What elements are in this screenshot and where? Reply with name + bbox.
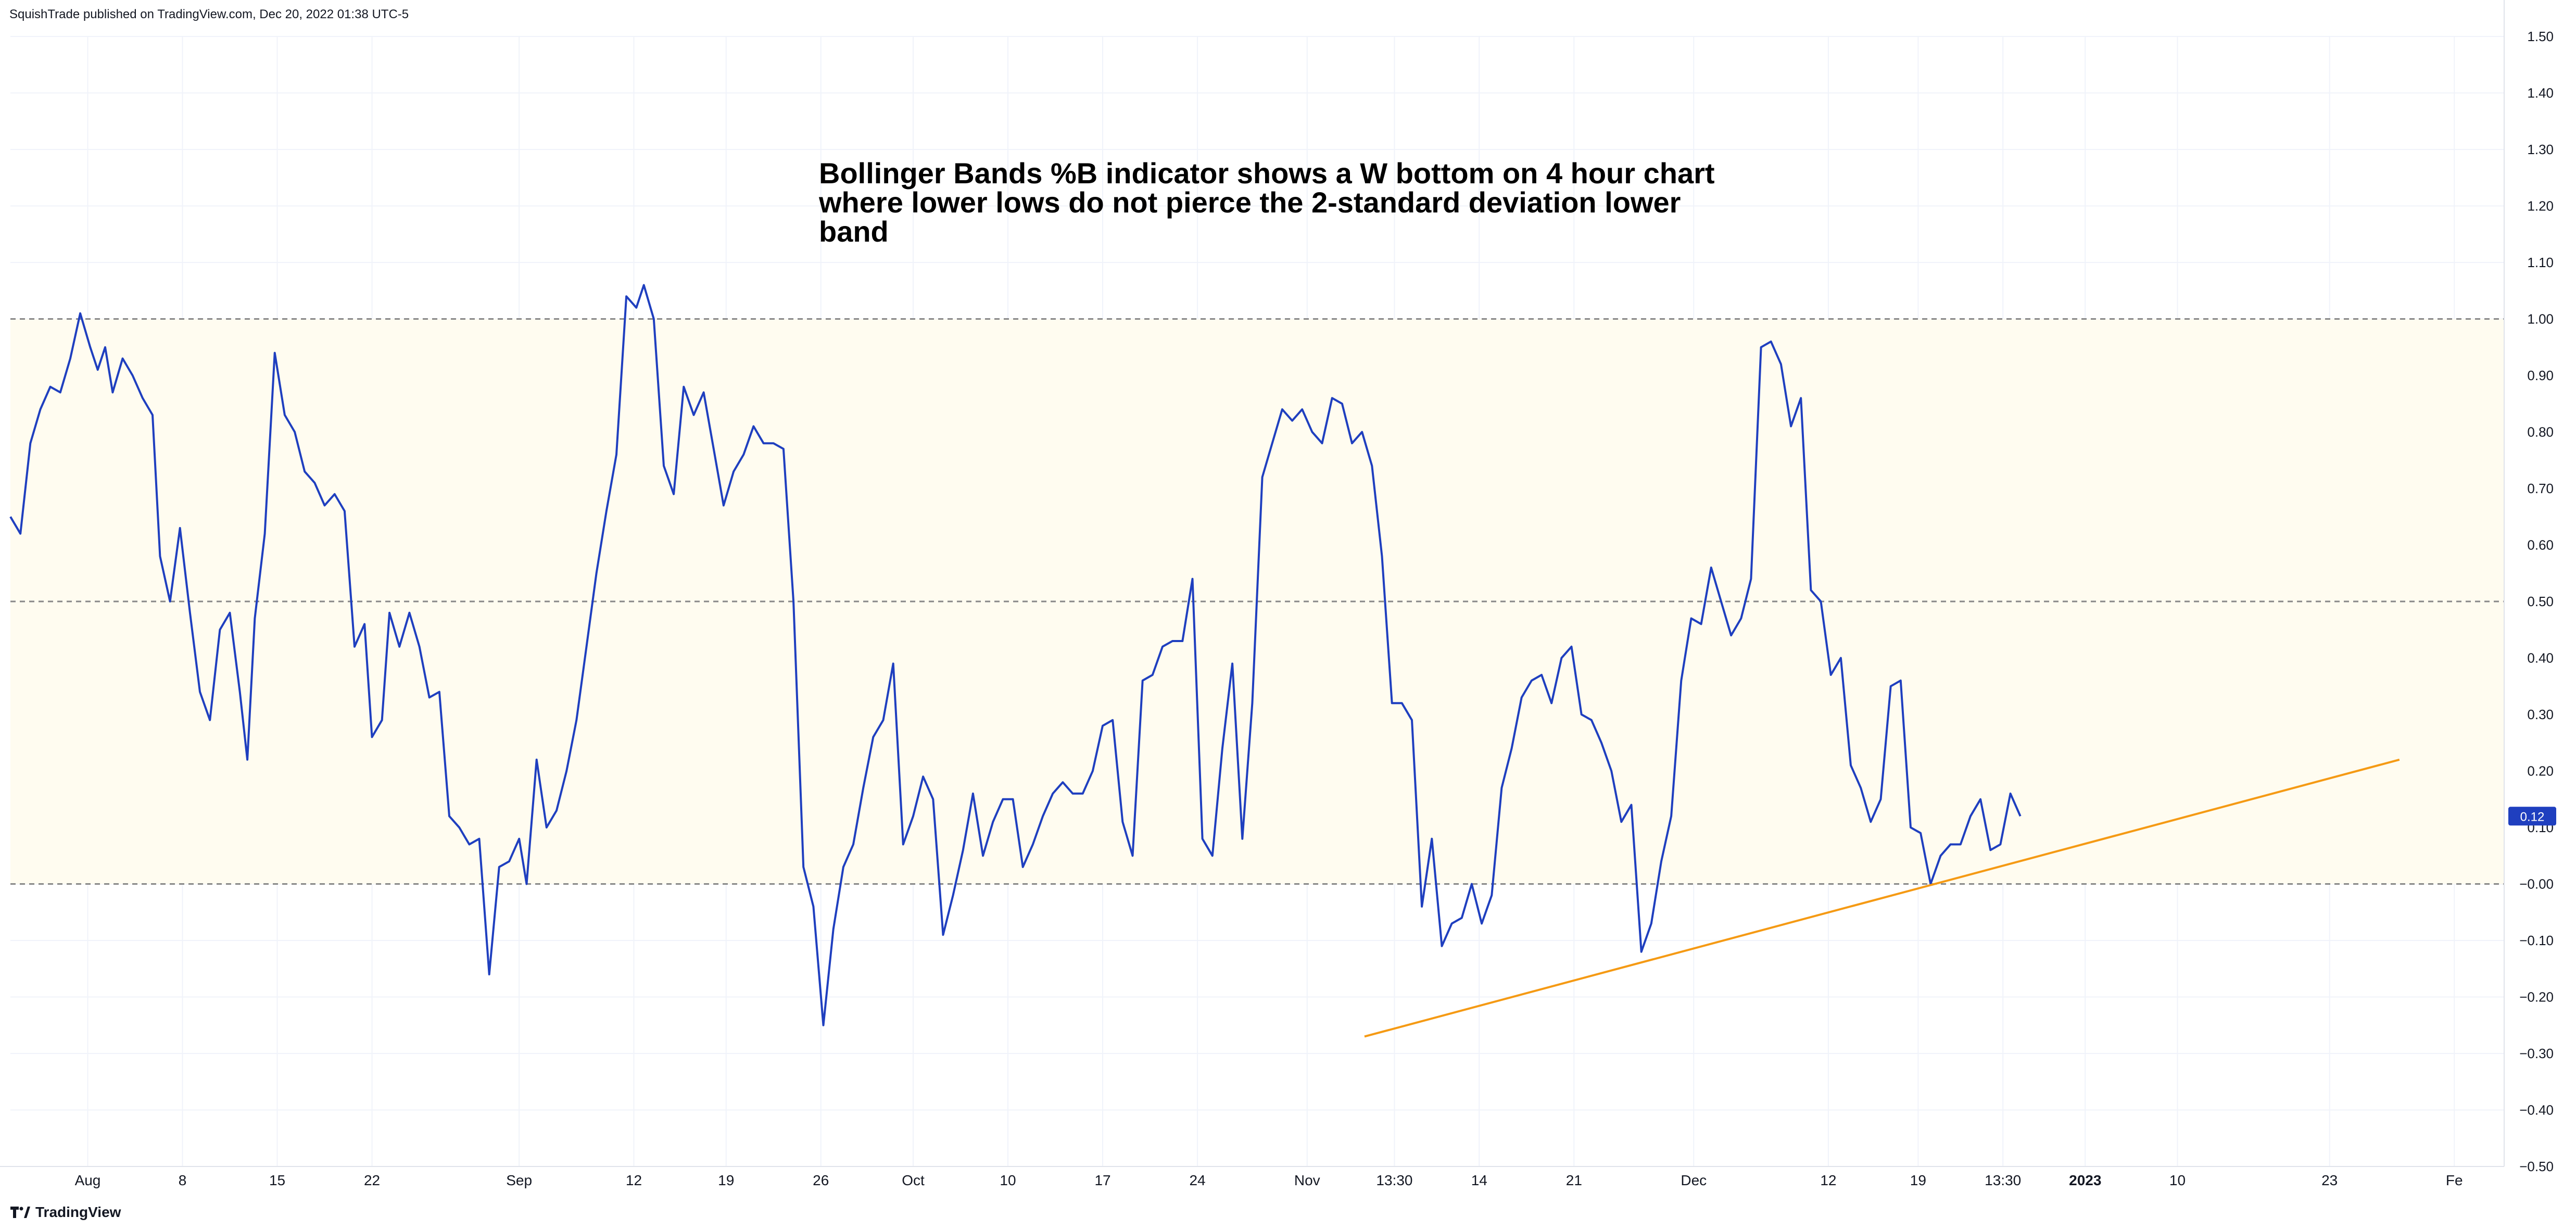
x-tick-label: 14 bbox=[1471, 1172, 1487, 1188]
y-tick-label: 0.80 bbox=[2527, 424, 2554, 440]
y-tick-label: −0.10 bbox=[2519, 933, 2554, 948]
y-tick-label: −0.20 bbox=[2519, 989, 2554, 1005]
footer-logo-text: TradingView bbox=[35, 1204, 121, 1220]
x-tick-label: 2023 bbox=[2069, 1172, 2101, 1188]
x-tick-label: 19 bbox=[1910, 1172, 1926, 1188]
last-value-badge-bg bbox=[2508, 807, 2556, 826]
y-tick-label: 1.10 bbox=[2527, 255, 2554, 270]
y-tick-label: 1.50 bbox=[2527, 29, 2554, 44]
x-tick-label: 19 bbox=[718, 1172, 734, 1188]
y-tick-label: 0.70 bbox=[2527, 481, 2554, 496]
x-tick-label: 10 bbox=[2169, 1172, 2186, 1188]
y-tick-label: 1.20 bbox=[2527, 198, 2554, 214]
x-tick-label: Nov bbox=[1294, 1172, 1320, 1188]
y-tick-label: 1.40 bbox=[2527, 85, 2554, 101]
x-tick-label: 21 bbox=[1566, 1172, 1582, 1188]
x-tick-label: 10 bbox=[1000, 1172, 1016, 1188]
y-tick-label: 1.00 bbox=[2527, 311, 2554, 327]
last-value-badge[interactable]: 0.12 bbox=[2508, 807, 2556, 826]
published-by-text: SquishTrade published on TradingView.com… bbox=[9, 7, 409, 21]
annotation-line: Bollinger Bands %B indicator shows a W b… bbox=[819, 157, 1715, 190]
y-tick-label: −0.30 bbox=[2519, 1046, 2554, 1061]
y-tick-label: −0.00 bbox=[2519, 876, 2554, 892]
bb-percent-b-line[interactable] bbox=[9, 284, 2022, 1026]
x-tick-label: Aug bbox=[75, 1172, 101, 1188]
annotation-line: band bbox=[819, 215, 889, 248]
x-tick-label: 24 bbox=[1189, 1172, 1205, 1188]
x-tick-label: 8 bbox=[179, 1172, 187, 1188]
x-tick-label: Fe bbox=[2446, 1172, 2463, 1188]
last-value-label: 0.12 bbox=[2520, 810, 2545, 824]
y-tick-label: −0.40 bbox=[2519, 1102, 2554, 1118]
y-tick-label: 0.20 bbox=[2527, 763, 2554, 779]
tradingview-logo-icon bbox=[10, 1207, 30, 1218]
x-tick-label: 13:30 bbox=[1985, 1172, 2021, 1188]
y-tick-label: 0.50 bbox=[2527, 594, 2554, 609]
x-tick-label: 23 bbox=[2321, 1172, 2338, 1188]
x-tick-label: 13:30 bbox=[1376, 1172, 1412, 1188]
x-tick-label: 15 bbox=[269, 1172, 285, 1188]
series-layer bbox=[9, 284, 2400, 1038]
x-tick-label: Sep bbox=[506, 1172, 532, 1188]
y-tick-label: 0.30 bbox=[2527, 707, 2554, 722]
x-tick-label: 26 bbox=[813, 1172, 829, 1188]
y-tick-label: −0.50 bbox=[2519, 1159, 2554, 1174]
x-tick-label: Oct bbox=[902, 1172, 925, 1188]
x-tick-label: 22 bbox=[364, 1172, 380, 1188]
y-tick-label: 0.60 bbox=[2527, 537, 2554, 553]
x-tick-label: 12 bbox=[1820, 1172, 1836, 1188]
x-tick-label: Dec bbox=[1681, 1172, 1707, 1188]
x-tick-label: 17 bbox=[1094, 1172, 1110, 1188]
annotation-line: where lower lows do not pierce the 2-sta… bbox=[818, 186, 1681, 219]
y-tick-label: 0.40 bbox=[2527, 650, 2554, 666]
y-tick-label: 1.30 bbox=[2527, 142, 2554, 157]
annotation: Bollinger Bands %B indicator shows a W b… bbox=[818, 157, 1715, 248]
footer-logo[interactable]: TradingView bbox=[10, 1204, 121, 1221]
y-tick-label: 0.90 bbox=[2527, 368, 2554, 383]
x-axis: Aug 8 15 22 Sep 12 19 26 Oct 10 17 24 Nov 13:30 14 21 De… bbox=[0, 1166, 2504, 1188]
x-tick-label: 12 bbox=[626, 1172, 642, 1188]
trendline[interactable] bbox=[1364, 758, 2400, 1038]
y-axis: 1.50 1.40 1.30 1.20 1.10 1.00 0.90 0.80 0.70 0.60… bbox=[2504, 0, 2554, 1174]
